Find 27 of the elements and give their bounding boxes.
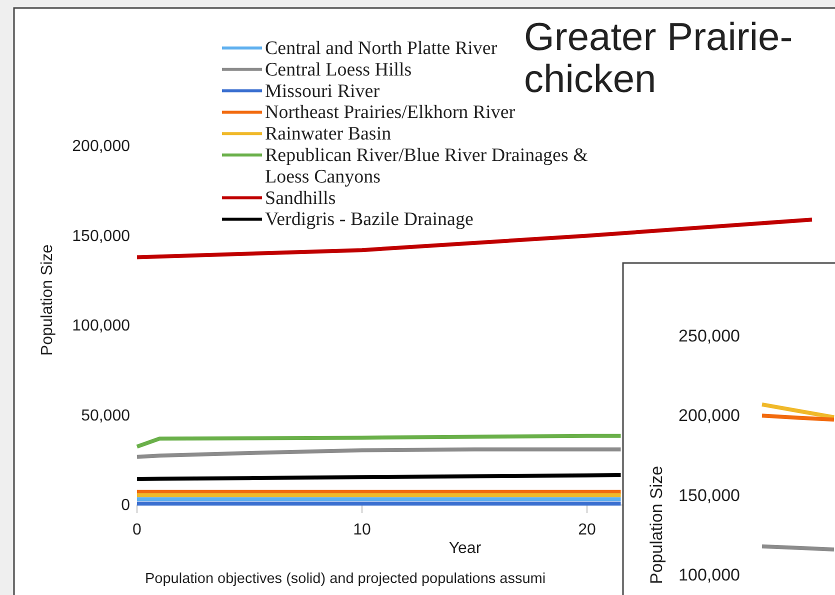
y-tick-label: 150,000 xyxy=(678,486,740,505)
chart-title: Greater Prairie-chicken xyxy=(524,16,793,101)
line-series xyxy=(135,434,623,449)
y-tick-label: 50,000 xyxy=(81,407,130,424)
legend-label: Northeast Prairies/Elkhorn River xyxy=(265,102,516,124)
x-tick-label: 10 xyxy=(353,521,371,538)
legend-label: Republican River/Blue River Drainages & Loess Canyons xyxy=(265,145,588,188)
line-series xyxy=(135,447,623,459)
y-tick-label: 200,000 xyxy=(678,406,740,426)
y-tick-label: 100,000 xyxy=(678,565,740,584)
y-tick-label: 150,000 xyxy=(72,228,130,245)
y-tick-label: 100,000 xyxy=(72,318,130,335)
x-tick-label: 0 xyxy=(132,521,142,538)
legend-label: Central and North Platte River xyxy=(265,38,498,59)
x-axis-title: Year xyxy=(448,540,482,557)
x-tick-label: 20 xyxy=(578,521,596,538)
y-tick-label: 250,000 xyxy=(678,326,740,346)
y-axis-title: Population Size xyxy=(39,244,56,356)
text: Population objectives (solid) and projected populations assumi xyxy=(145,571,546,587)
legend-label: Sandhills xyxy=(265,188,336,209)
y-axis-title: Population Size xyxy=(647,466,666,584)
y-tick-label: 0 xyxy=(121,497,130,514)
legend-label: Verdigris - Bazile Drainage xyxy=(265,209,474,230)
y-tick-label: 200,000 xyxy=(72,138,130,156)
legend-label: Rainwater Basin xyxy=(265,124,392,145)
legend-label: Missouri River xyxy=(265,80,380,102)
legend-label: Central Loess Hills xyxy=(265,59,412,80)
